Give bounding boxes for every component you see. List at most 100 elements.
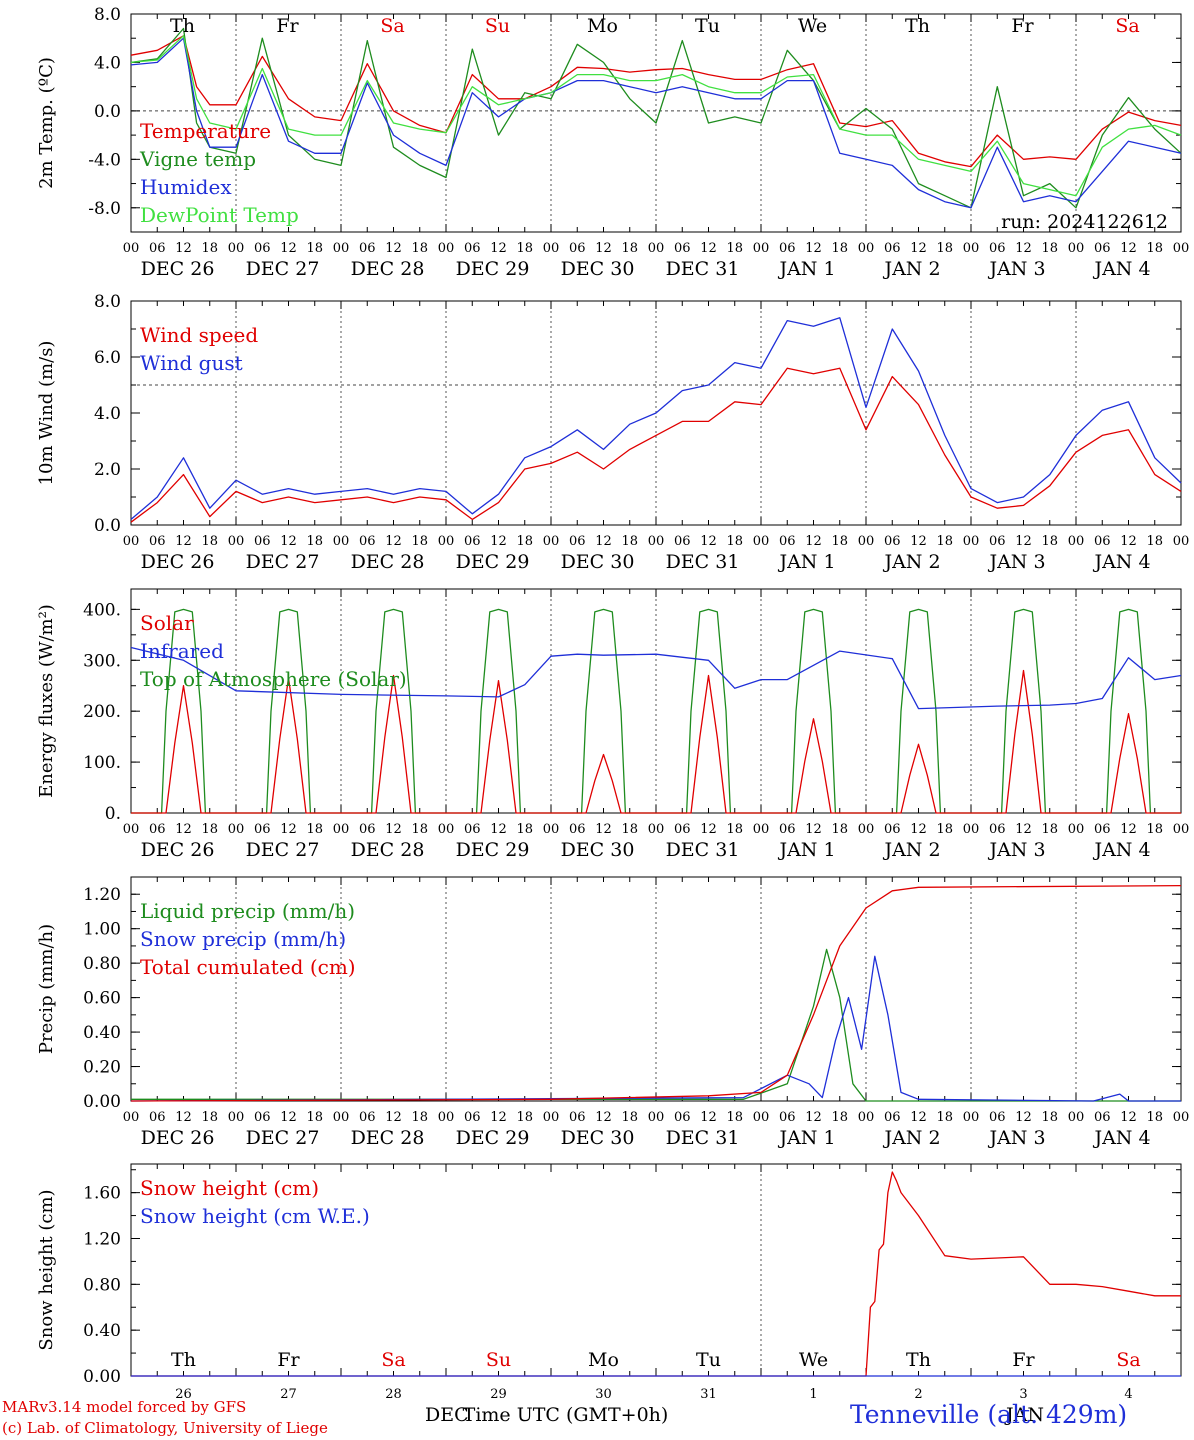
day-label: DEC 28: [351, 839, 425, 861]
hour-tick-label: 18: [726, 822, 743, 837]
model-credit: MARv3.14 model forced by GFS: [2, 1398, 247, 1416]
hour-tick-label: 06: [989, 241, 1006, 256]
weekday-label: Sa: [381, 1349, 405, 1371]
hour-tick-label: 06: [464, 241, 481, 256]
legend-snow-height-cm-w-e: Snow height (cm W.E.): [140, 1204, 370, 1228]
y-tick-label: 6.0: [94, 348, 121, 368]
hour-tick-label: 06: [359, 534, 376, 549]
panel-1: 8.0 4.0 0.0 -4.0 -8.0 2m Temp. (ºC) 00 06 12 18 DE…: [36, 5, 1189, 280]
hour-tick-label: 12: [700, 822, 717, 837]
day-label: DEC 28: [351, 551, 425, 573]
day-number-label: 2: [914, 1387, 922, 1402]
y-tick-label: 100.: [83, 753, 121, 773]
hour-tick-label: 00: [1068, 1110, 1085, 1125]
series-wind-speed: [130, 367, 1182, 523]
hour-tick-label: 18: [516, 1110, 533, 1125]
hour-tick-label: 06: [1094, 1110, 1111, 1125]
legend-wind-gust: Wind gust: [140, 351, 243, 375]
y-axis-label: 2m Temp. (ºC): [36, 57, 57, 189]
hour-tick-label: 06: [569, 241, 586, 256]
y-tick-label: 0.80: [83, 1275, 121, 1295]
day-label: DEC 27: [246, 551, 320, 573]
hour-tick-label: 00: [1173, 534, 1190, 549]
legend-temperature: Temperature: [140, 119, 271, 143]
hour-tick-label: 06: [779, 1110, 796, 1125]
hour-tick-label: 18: [726, 534, 743, 549]
hour-tick-label: 18: [306, 1110, 323, 1125]
y-tick-label: 0.40: [83, 1321, 121, 1341]
series-snow-precip-mm-h-: [130, 955, 1181, 1102]
hour-tick-label: 06: [989, 822, 1006, 837]
hour-tick-label: 00: [1173, 241, 1190, 256]
hour-tick-label: 18: [516, 534, 533, 549]
hour-tick-label: 18: [936, 1110, 953, 1125]
day-number-label: 31: [700, 1387, 717, 1402]
day-label: DEC 27: [246, 258, 320, 280]
hour-tick-label: 00: [333, 534, 350, 549]
y-tick-label: 1.20: [83, 885, 121, 905]
hour-tick-label: 06: [359, 241, 376, 256]
hour-tick-label: 12: [1015, 1110, 1032, 1125]
hour-tick-label: 12: [1120, 1110, 1137, 1125]
hour-tick-label: 12: [1120, 241, 1137, 256]
hour-tick-label: 06: [149, 534, 166, 549]
hour-tick-label: 12: [805, 1110, 822, 1125]
hour-tick-label: 12: [1015, 241, 1032, 256]
day-label: JAN 2: [882, 551, 940, 573]
series-liquid-precip-mm-h-: [131, 948, 1181, 1102]
weekday-label: Mo: [587, 15, 618, 37]
hour-tick-label: 18: [411, 241, 428, 256]
day-label: JAN 4: [1092, 839, 1150, 861]
day-label: JAN 2: [882, 1127, 940, 1149]
hour-tick-label: 18: [1146, 1110, 1163, 1125]
weekday-label: Su: [485, 15, 510, 37]
y-tick-label: 1.00: [83, 920, 121, 940]
time-axis-title: Time UTC (GMT+0h): [462, 1404, 669, 1426]
y-tick-label: 4.0: [94, 53, 121, 73]
hour-tick-label: 12: [385, 241, 402, 256]
hour-tick-label: 18: [621, 534, 638, 549]
hour-tick-label: 06: [674, 1110, 691, 1125]
day-label: DEC 31: [666, 551, 740, 573]
y-tick-label: 1.20: [83, 1229, 121, 1249]
hour-tick-label: 00: [963, 241, 980, 256]
hour-tick-label: 12: [700, 1110, 717, 1125]
hour-tick-label: 12: [280, 1110, 297, 1125]
hour-tick-label: 00: [543, 534, 560, 549]
day-label: JAN 3: [987, 258, 1045, 280]
hour-tick-label: 06: [359, 1110, 376, 1125]
y-tick-label: 0.40: [83, 1023, 121, 1043]
hour-tick-label: 06: [1094, 822, 1111, 837]
hour-tick-label: 06: [674, 534, 691, 549]
hour-tick-label: 18: [1041, 241, 1058, 256]
hour-tick-label: 00: [333, 241, 350, 256]
hour-tick-label: 06: [149, 241, 166, 256]
hour-tick-label: 18: [621, 1110, 638, 1125]
y-tick-label: 8.0: [94, 292, 121, 312]
hour-tick-label: 12: [1015, 534, 1032, 549]
hour-tick-label: 06: [149, 822, 166, 837]
day-number-label: 3: [1019, 1387, 1027, 1402]
hour-tick-label: 18: [1041, 822, 1058, 837]
y-tick-label: 0.00: [83, 1367, 121, 1387]
y-tick-label: 0.60: [83, 989, 121, 1009]
y-tick-label: 4.0: [94, 404, 121, 424]
hour-tick-label: 06: [884, 822, 901, 837]
hour-tick-label: 12: [700, 534, 717, 549]
hour-tick-label: 06: [1094, 241, 1111, 256]
y-axis-label: 10m Wind (m/s): [36, 341, 57, 486]
day-label: JAN 4: [1092, 1127, 1150, 1149]
hour-tick-label: 00: [753, 241, 770, 256]
hour-tick-label: 00: [963, 534, 980, 549]
series-infrared: [130, 646, 1182, 710]
hour-tick-label: 12: [700, 241, 717, 256]
hour-tick-label: 12: [805, 241, 822, 256]
y-tick-label: 8.0: [94, 5, 121, 25]
series-humidex: [130, 37, 1182, 209]
hour-tick-label: 00: [963, 1110, 980, 1125]
hour-tick-label: 00: [123, 1110, 140, 1125]
series-dewpoint-temp: [130, 35, 1182, 197]
hour-tick-label: 12: [280, 241, 297, 256]
hour-tick-label: 00: [543, 1110, 560, 1125]
